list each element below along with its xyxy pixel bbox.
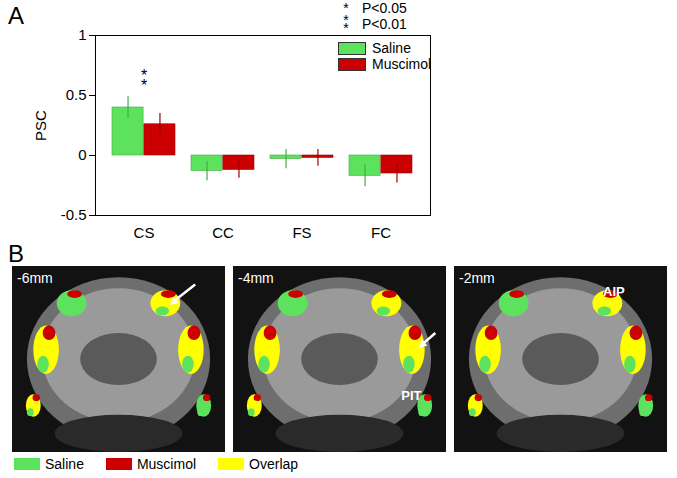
html-text:P<0.01: P<0.01 bbox=[362, 16, 407, 32]
svg-text:CC: CC bbox=[212, 224, 234, 241]
html-text:Muscimol: Muscimol bbox=[136, 456, 196, 472]
svg-text:1: 1 bbox=[78, 26, 86, 43]
html-text:Overlap: Overlap bbox=[249, 456, 299, 472]
svg-text:-4mm: -4mm bbox=[238, 270, 274, 286]
svg-text:CS: CS bbox=[134, 224, 155, 241]
svg-text:**: ** bbox=[141, 67, 147, 94]
svg-text:-2mm: -2mm bbox=[459, 270, 495, 286]
svg-text:-6mm: -6mm bbox=[17, 270, 53, 286]
svg-text:0.5: 0.5 bbox=[66, 86, 87, 103]
html-text:A: A bbox=[8, 2, 24, 29]
svg-text:PIT: PIT bbox=[401, 388, 421, 403]
svg-text:AIP: AIP bbox=[603, 284, 625, 299]
svg-text:FC: FC bbox=[371, 224, 391, 241]
svg-text:-0.5: -0.5 bbox=[61, 206, 87, 223]
html-text:Saline: Saline bbox=[45, 456, 84, 472]
svg-text:FS: FS bbox=[292, 224, 311, 241]
html-text:P<0.05: P<0.05 bbox=[362, 0, 407, 16]
html-text:Saline: Saline bbox=[372, 40, 411, 56]
svg-text:PSC: PSC bbox=[32, 110, 49, 141]
html-text:Muscimol: Muscimol bbox=[372, 56, 432, 72]
svg-text:0: 0 bbox=[78, 146, 86, 163]
html-text:B: B bbox=[8, 240, 24, 267]
